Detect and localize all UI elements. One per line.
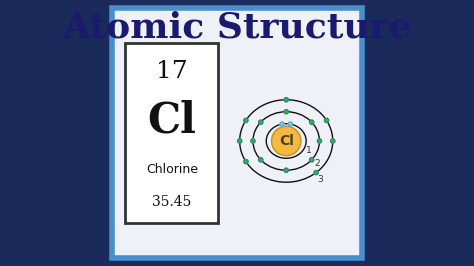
Circle shape: [288, 122, 292, 126]
Circle shape: [259, 120, 263, 124]
Circle shape: [284, 110, 288, 114]
Circle shape: [331, 139, 335, 143]
Circle shape: [244, 118, 248, 122]
Text: Cl: Cl: [147, 99, 196, 141]
Circle shape: [280, 122, 284, 126]
Circle shape: [324, 118, 328, 122]
Circle shape: [251, 139, 255, 143]
Circle shape: [284, 98, 288, 102]
Text: 3: 3: [317, 175, 323, 184]
Text: 35.45: 35.45: [152, 195, 191, 209]
Circle shape: [284, 168, 288, 172]
Text: 1: 1: [306, 146, 312, 155]
Circle shape: [272, 126, 301, 156]
Circle shape: [317, 139, 321, 143]
Circle shape: [259, 158, 263, 162]
Text: 17: 17: [156, 60, 188, 83]
Circle shape: [237, 139, 242, 143]
FancyBboxPatch shape: [112, 8, 362, 258]
Text: Atomic Structure: Atomic Structure: [62, 11, 412, 45]
Text: Cl: Cl: [279, 134, 294, 148]
Text: 2: 2: [315, 159, 320, 168]
Bar: [125, 43, 219, 223]
Circle shape: [244, 160, 248, 164]
Text: Chlorine: Chlorine: [146, 163, 198, 176]
Circle shape: [310, 158, 314, 162]
Circle shape: [310, 120, 314, 124]
Circle shape: [314, 171, 318, 175]
